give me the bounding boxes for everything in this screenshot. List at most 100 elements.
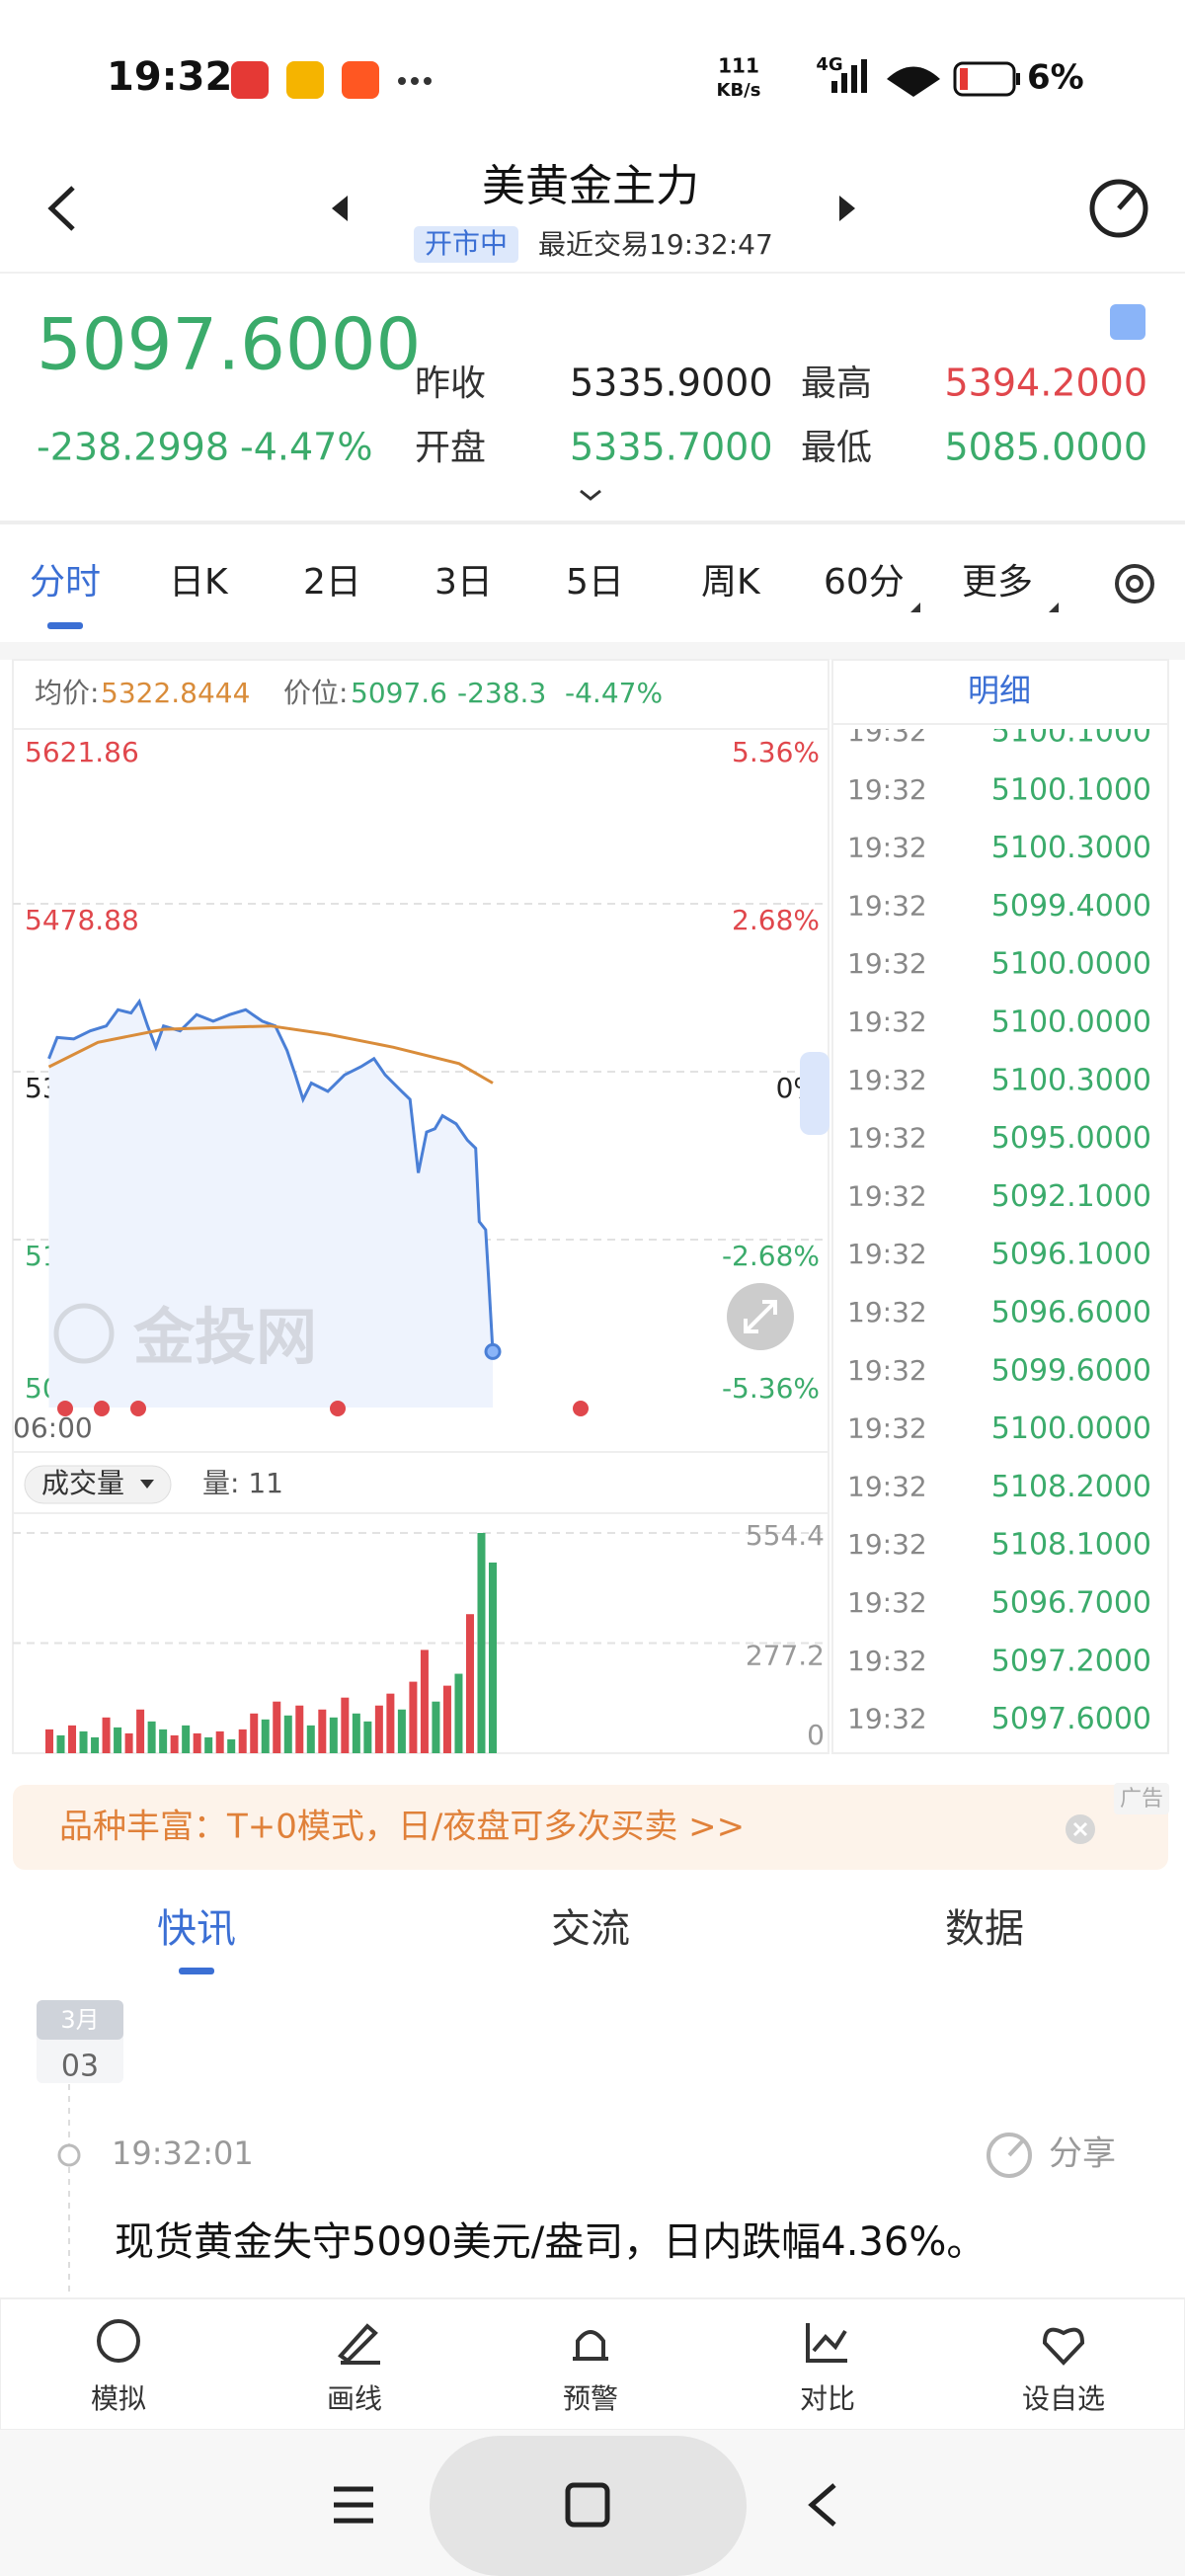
volume-selector[interactable] [24,1465,172,1504]
detail-price: 5100.3000 [991,831,1151,865]
last-trade: 最近交易19:32:47 [538,228,773,261]
avg-label: 均价: [35,677,99,709]
period-tab[interactable]: 分时 [30,562,101,603]
volume-bar [465,1614,474,1753]
volume-bar [273,1701,281,1753]
detail-price: 5092.1000 [991,1179,1151,1214]
nav-label[interactable]: 模拟 [91,2382,146,2415]
news-tab[interactable]: 快讯 [157,1906,236,1952]
back-button[interactable] [47,186,75,231]
detail-price: 5108.1000 [991,1528,1151,1563]
news-tab[interactable]: 数据 [945,1906,1024,1952]
detail-price: 5097.6000 [991,1702,1151,1736]
y2-tick-label: -5.36% [722,1372,820,1405]
svg-text:金投网: 金投网 [132,1301,317,1373]
volume-bar [68,1725,77,1753]
volume-bar [454,1673,463,1753]
ad-banner[interactable] [13,1785,1168,1870]
fullscreen-button[interactable] [727,1283,794,1350]
share-icon[interactable] [987,2133,1032,2178]
side-handle[interactable] [800,1052,830,1135]
nav-label[interactable]: 预警 [563,2382,618,2415]
volume-bar [352,1713,360,1753]
period-tab[interactable]: 60分 [824,562,905,603]
period-tab[interactable]: 2日 [303,562,361,603]
period-tab[interactable]: 更多 [962,562,1033,603]
volume-bar [91,1736,100,1753]
volume-bar [306,1725,315,1753]
nav-label[interactable]: 设自选 [1022,2382,1105,2415]
news-text[interactable]: 现货黄金失守5090美元/盎司，日内跌幅4.36%。 [115,2219,986,2265]
expand-arrow[interactable] [580,489,601,501]
period-tab[interactable]: 日K [169,562,229,603]
system-buttons[interactable] [334,2482,836,2528]
cursor-price: 5097.6 [351,677,447,709]
volume-label[interactable]: 成交量 [41,1467,124,1499]
field-label: 开盘 [415,428,486,468]
volume-tick-label: 0 [807,1719,825,1751]
period-tab[interactable]: 周K [701,562,761,603]
detail-time: 19:32 [847,832,927,864]
volume-bar [374,1705,383,1753]
volume-bar [182,1725,191,1753]
next-button[interactable] [839,196,855,221]
detail-time: 19:32 [847,889,927,922]
detail-price: 5099.6000 [991,1353,1151,1388]
volume-bar [193,1732,201,1753]
nav-label[interactable]: 画线 [327,2382,382,2415]
period-tab[interactable]: 3日 [434,562,493,603]
field-value: 5394.2000 [945,362,1148,405]
volume-bar [79,1731,88,1753]
ad-close[interactable] [1066,1814,1095,1844]
detail-time: 19:32 [847,947,927,980]
volume-plot: 成交量 量: 11 554.4 277.2 0 [13,1467,829,1753]
detail-title: 明细 [968,672,1031,709]
detail-price: 5097.2000 [991,1644,1151,1678]
volume-bar [261,1719,270,1753]
share[interactable]: 分享 [1049,2134,1116,2174]
news-tab[interactable]: 交流 [551,1906,630,1952]
bottom-nav [0,2297,1185,2431]
volume-bar [363,1721,372,1753]
divider [0,642,1185,660]
date-badge-top [37,2000,123,2040]
prev-button[interactable] [332,196,348,221]
volume-bar [159,1729,168,1753]
volume-bar [295,1705,304,1753]
net-speed-unit: KB/s [717,80,761,101]
detail-time: 19:32 [847,1703,927,1735]
detail-price: 5099.4000 [991,889,1151,924]
settings-button[interactable] [1115,564,1154,604]
home-pill[interactable] [430,2436,747,2576]
detail-list: 19:32 5100.1000 19:32 5100.1000 19:32 5100.30… [847,729,1151,1736]
detail-price: 5096.1000 [991,1238,1151,1272]
volume-bar [329,1717,338,1753]
y2-tick-label: 2.68% [732,904,820,936]
chart-icon[interactable] [1110,304,1146,340]
news-tab-indicator [179,1968,214,1974]
volume-bar [147,1721,156,1753]
y-tick-label: 5478.88 [25,904,139,936]
status-badge [414,226,518,263]
x-tick-label: 06:00 [13,1411,93,1444]
cursor-change-pct: -4.47% [565,677,663,709]
detail-time: 19:32 [847,1470,927,1502]
field-value: 5335.9000 [570,362,773,405]
volume-bar [442,1685,451,1753]
ad-text[interactable]: 品种丰富：T+0模式，日/夜盘可多次买卖 >> [59,1808,745,1847]
refresh-button[interactable] [1089,179,1148,238]
period-tab[interactable]: 5日 [566,562,624,603]
nav-label[interactable]: 对比 [800,2382,855,2415]
price-change: -238.2998 [37,426,229,469]
price-area [48,1002,493,1408]
volume-bar [489,1562,497,1753]
detail-price: 5095.0000 [991,1121,1151,1156]
volume-bar [432,1701,440,1753]
divider [0,272,1185,274]
detail-time: 19:32 [847,1064,927,1096]
watermark: 金投网 [53,1301,317,1373]
last-price: 5097.6000 [37,303,421,386]
event-markers [57,1401,589,1416]
volume-bar [341,1697,350,1753]
